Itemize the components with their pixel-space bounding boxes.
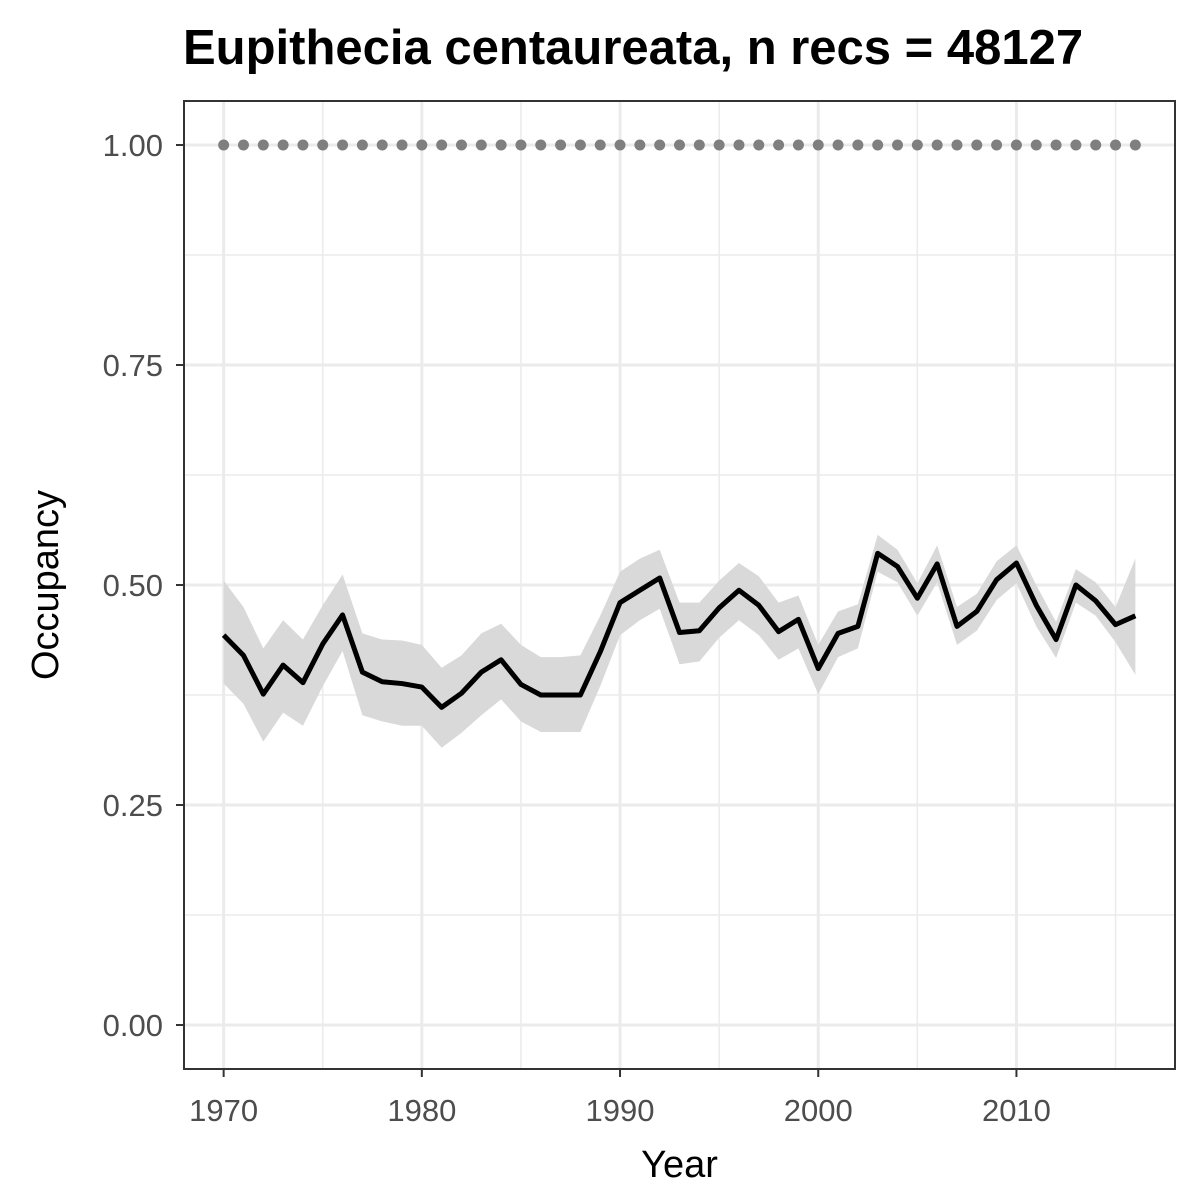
reference-point xyxy=(356,139,368,151)
reference-point xyxy=(515,139,527,151)
reference-point xyxy=(951,139,963,151)
confidence-band xyxy=(223,534,1136,748)
reference-point xyxy=(872,139,884,151)
reference-point xyxy=(693,139,705,151)
reference-point xyxy=(892,139,904,151)
reference-point xyxy=(614,139,626,151)
x-tick-label: 2010 xyxy=(982,1093,1051,1128)
reference-point xyxy=(317,139,329,151)
x-tick-label: 1970 xyxy=(189,1093,258,1128)
reference-point xyxy=(792,139,804,151)
y-tick-label: 0.25 xyxy=(103,788,163,823)
reference-point xyxy=(475,139,487,151)
reference-point xyxy=(416,139,428,151)
chart-title: Eupithecia centaureata, n recs = 48127 xyxy=(183,21,1083,75)
reference-point xyxy=(991,139,1003,151)
reference-point xyxy=(1010,139,1022,151)
reference-point xyxy=(337,139,349,151)
reference-point xyxy=(218,139,230,151)
reference-point xyxy=(713,139,725,151)
reference-point xyxy=(297,139,309,151)
reference-point xyxy=(535,139,547,151)
reference-point xyxy=(634,139,646,151)
reference-point xyxy=(674,139,685,151)
y-tick-label: 0.75 xyxy=(103,348,163,383)
reference-point xyxy=(495,139,507,151)
series-layer xyxy=(218,139,1141,710)
reference-point xyxy=(376,139,388,151)
reference-point xyxy=(277,139,289,151)
x-axis-title: Year xyxy=(641,1144,718,1186)
axis-ticks: 1970 1980 1990 2000 2010 0.00 0.25 0.50 0.75 1.00 xyxy=(103,128,1051,1128)
reference-point xyxy=(654,139,666,151)
reference-point xyxy=(931,139,943,151)
reference-point xyxy=(911,139,923,151)
reference-point xyxy=(455,139,467,151)
y-axis-title: Occupancy xyxy=(25,490,67,680)
ci-band xyxy=(223,534,1136,748)
reference-point xyxy=(812,139,824,151)
x-tick-label: 1980 xyxy=(387,1093,456,1128)
reference-point xyxy=(257,139,269,151)
reference-point xyxy=(396,139,408,151)
reference-point xyxy=(773,139,785,151)
reference-point xyxy=(733,139,745,151)
reference-point xyxy=(852,139,864,151)
y-tick-label: 1.00 xyxy=(103,128,163,163)
reference-point xyxy=(1050,139,1062,151)
reference-point xyxy=(971,139,983,151)
reference-point xyxy=(1090,139,1102,151)
x-tick-label: 1990 xyxy=(586,1093,655,1128)
reference-point xyxy=(1030,139,1042,151)
reference-point xyxy=(832,139,844,151)
reference-point xyxy=(753,139,765,151)
occupancy-line xyxy=(221,550,1137,710)
y-tick-label: 0.00 xyxy=(103,1008,163,1043)
reference-point xyxy=(1129,139,1141,151)
reference-point xyxy=(574,139,586,151)
reference-point xyxy=(594,139,606,151)
x-tick-label: 2000 xyxy=(784,1093,853,1128)
y-tick-label: 0.50 xyxy=(103,568,163,603)
reference-point xyxy=(1110,139,1122,151)
reference-point xyxy=(436,139,448,151)
reference-point xyxy=(1070,139,1082,151)
reference-point xyxy=(237,139,249,151)
reference-point xyxy=(555,139,567,151)
